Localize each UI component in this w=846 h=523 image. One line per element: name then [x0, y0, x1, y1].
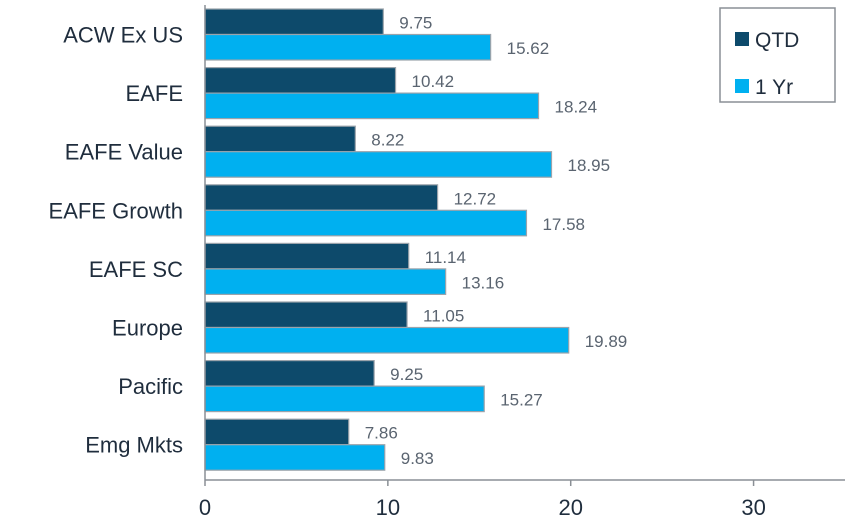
- bar-qtd-emg-mkts: [204, 418, 350, 446]
- value-label-qtd-acw-ex-us: 9.75: [399, 14, 432, 33]
- bar-qtd-europe: [204, 301, 408, 329]
- category-label-eafe-growth: EAFE Growth: [49, 198, 183, 223]
- bar-qtd-eafe-sc: [204, 242, 410, 270]
- bar-1-yr-eafe-growth: [204, 209, 528, 237]
- bar-1-yr-eafe: [204, 92, 540, 120]
- value-label-1-yr-emg-mkts: 9.83: [401, 449, 434, 468]
- legend-swatch-1yr: [735, 79, 749, 93]
- bar-1-yr-pacific: [204, 385, 485, 413]
- value-label-1-yr-acw-ex-us: 15.62: [507, 39, 550, 58]
- bar-qtd-acw-ex-us: [204, 8, 384, 36]
- category-label-pacific: Pacific: [118, 374, 183, 399]
- value-labels-layer: 9.75 15.62 10.42 18.24 8.22 18.95 12.72 17.58 11…: [365, 14, 628, 469]
- value-label-qtd-eafe-value: 8.22: [371, 131, 404, 150]
- value-label-qtd-europe: 11.05: [423, 307, 464, 326]
- value-label-qtd-emg-mkts: 7.86: [365, 424, 398, 443]
- category-label-acw-ex-us: ACW Ex US: [63, 23, 183, 48]
- bar-qtd-eafe-growth: [204, 184, 439, 211]
- legend-label-qtd: QTD: [755, 29, 799, 52]
- value-label-1-yr-eafe-value: 18.95: [568, 156, 611, 175]
- legend-swatch-qtd: [735, 32, 749, 46]
- x-tick-label-10: 10: [376, 495, 400, 520]
- value-label-1-yr-pacific: 15.27: [500, 391, 543, 410]
- legend: QTD 1 Yr: [719, 7, 836, 103]
- category-label-eafe-value: EAFE Value: [65, 140, 183, 165]
- category-label-emg-mkts: Emg Mkts: [85, 433, 183, 458]
- legend-label-1yr: 1 Yr: [755, 76, 793, 99]
- value-label-qtd-eafe-sc: 11.14: [425, 248, 466, 267]
- category-label-eafe: EAFE: [126, 81, 183, 106]
- bar-qtd-pacific: [204, 360, 375, 387]
- bar-1-yr-eafe-value: [204, 151, 553, 178]
- value-label-qtd-eafe-growth: 12.72: [454, 189, 497, 208]
- x-ticks-layer: 0 10 20 30: [199, 480, 766, 520]
- category-label-europe: Europe: [112, 316, 183, 341]
- x-tick-label-0: 0: [199, 495, 211, 520]
- category-label-eafe-sc: EAFE SC: [89, 257, 183, 282]
- bar-qtd-eafe: [204, 66, 397, 94]
- bar-1-yr-acw-ex-us: [204, 33, 492, 61]
- value-label-1-yr-europe: 19.89: [585, 332, 628, 351]
- bars-layer: [204, 8, 570, 471]
- value-label-1-yr-eafe-sc: 13.16: [462, 273, 505, 292]
- value-label-qtd-pacific: 9.25: [390, 365, 423, 384]
- bar-qtd-eafe-value: [204, 125, 356, 153]
- x-tick-label-30: 30: [741, 495, 765, 520]
- bar-1-yr-eafe-sc: [204, 268, 447, 295]
- x-tick-label-20: 20: [558, 495, 582, 520]
- value-label-1-yr-eafe-growth: 17.58: [542, 215, 585, 234]
- value-label-qtd-eafe: 10.42: [412, 72, 455, 91]
- bar-1-yr-emg-mkts: [204, 444, 386, 471]
- category-labels-layer: ACW Ex US EAFE EAFE Value EAFE Growth EAFE S…: [49, 23, 184, 458]
- value-label-1-yr-eafe: 18.24: [555, 98, 598, 117]
- bar-1-yr-europe: [204, 326, 570, 354]
